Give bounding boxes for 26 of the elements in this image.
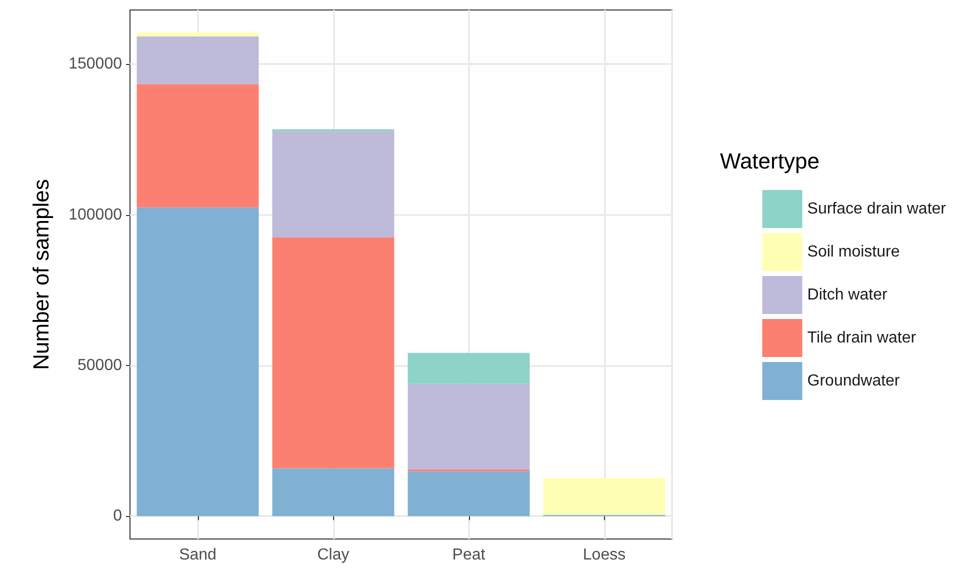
y-tick-label: 100000 [68, 206, 122, 224]
legend-label: Tile drain water [807, 330, 917, 346]
bar [543, 478, 666, 515]
bar [136, 207, 259, 516]
legend-label: Groundwater [807, 372, 900, 390]
y-axis-title: Number of samples [28, 179, 54, 370]
bar [408, 352, 530, 384]
x-tick-label: Clay [317, 546, 350, 564]
y-tick-label: 150000 [68, 56, 122, 73]
legend-title: Watertype [720, 148, 820, 174]
bar [272, 237, 394, 468]
bar [136, 36, 259, 84]
y-tick-label: 0 [113, 508, 122, 525]
bar [136, 84, 259, 208]
x-tick-label: Loess [582, 546, 626, 564]
legend-label: Surface drain water [807, 200, 947, 218]
legend-label: Soil moisture [807, 244, 900, 260]
y-tick-label: 50000 [78, 356, 122, 374]
bar [272, 131, 394, 238]
bar [272, 468, 394, 516]
x-tick-label: Peat [452, 546, 486, 564]
bar [408, 471, 530, 516]
bar [136, 32, 259, 37]
x-tick-label: Sand [179, 546, 216, 564]
legend-label: Ditch water [807, 286, 888, 304]
bar [408, 384, 530, 470]
